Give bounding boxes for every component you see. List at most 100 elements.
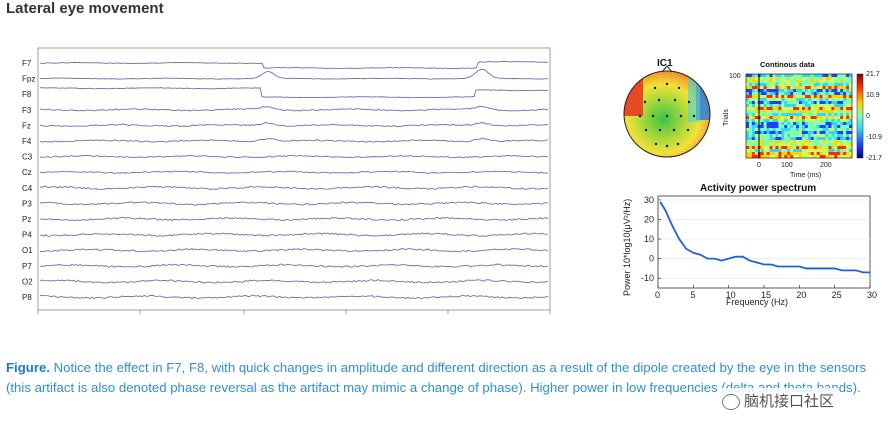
erp-cell [787, 131, 791, 135]
erp-cell [751, 107, 756, 111]
eeg-channel-labels: F7 Fpz F8 F3 Fz F4 C3 Cz C4 P3 Pz P4 O1 P7 O2 P8 [22, 59, 35, 302]
erp-cell [748, 92, 753, 96]
erp-cell [828, 146, 832, 150]
erp-cell [763, 83, 767, 87]
erp-cell [772, 83, 776, 87]
erp-cell [751, 101, 756, 105]
erp-cell [781, 86, 785, 90]
erp-cell [754, 137, 759, 141]
erp-cell [772, 74, 776, 78]
erp-cell [790, 149, 794, 153]
channel-label-fpz: Fpz [22, 75, 35, 84]
erp-cell [846, 155, 850, 159]
erp-cell [751, 98, 756, 102]
erp-cell [831, 80, 835, 84]
erp-cell [801, 101, 806, 105]
erp-cell [781, 113, 785, 117]
topographic-map [623, 66, 711, 158]
erp-cell [813, 104, 817, 108]
erp-cell [748, 119, 753, 123]
trace-c3 [39, 154, 549, 159]
x-tick-label-10: 10 [726, 290, 736, 300]
erp-cell [769, 113, 773, 117]
erp-cell [846, 86, 850, 90]
erp-cell [787, 146, 791, 150]
erp-cell [763, 107, 767, 111]
x-tick-label-5: 5 [690, 290, 695, 300]
erp-cell [790, 92, 794, 96]
erp-cell [796, 119, 800, 123]
erp-cell [775, 155, 779, 159]
channel-label-f7: F7 [22, 59, 32, 68]
erp-cell [760, 152, 764, 156]
erp-cell [772, 80, 776, 84]
wechat-icon [722, 394, 740, 411]
erp-cell [813, 134, 817, 138]
erp-cell [746, 107, 750, 111]
erp-cell [760, 107, 764, 111]
erp-cell [828, 122, 832, 126]
erp-cell [816, 119, 820, 123]
erp-cell [751, 86, 756, 90]
erp-cell [813, 137, 817, 141]
erp-cell [804, 128, 809, 132]
erp-cell [746, 125, 750, 129]
erp-cell [813, 89, 817, 93]
spectrum-line [659, 201, 870, 274]
erp-cell [828, 74, 832, 78]
erp-cell [793, 80, 797, 84]
erp-cell [754, 74, 759, 78]
erp-cell [837, 104, 841, 108]
erp-cell [772, 77, 776, 81]
erp-cell [831, 77, 835, 81]
erp-cell [810, 80, 815, 84]
electrode-dot [687, 100, 691, 104]
erp-cell [831, 146, 835, 150]
erp-cell [837, 80, 841, 84]
erp-cell [763, 104, 767, 108]
erp-cell [813, 155, 817, 159]
erp-cell [746, 98, 750, 102]
erp-cell [790, 152, 794, 156]
erp-cell [843, 92, 847, 96]
erp-cell [837, 149, 841, 153]
erp-cell [810, 77, 815, 81]
erp-cell [846, 140, 850, 144]
erp-cell [748, 149, 753, 153]
trace-p7 [39, 263, 549, 268]
plot-frame [657, 195, 871, 289]
erp-cell [846, 122, 850, 126]
erp-cell [804, 143, 809, 147]
erp-cell [778, 140, 782, 144]
erp-cell [804, 80, 809, 84]
erp-cell [837, 116, 841, 120]
erp-cell [799, 134, 803, 138]
erp-cell [846, 89, 850, 93]
erp-cell [840, 74, 844, 78]
erp-cell [828, 128, 832, 132]
erp-cell [790, 89, 794, 93]
erp-cell [746, 86, 750, 90]
erp-cell [760, 92, 764, 96]
erp-cell [825, 107, 829, 111]
erp-cell [840, 110, 844, 114]
electrode-dot [692, 114, 696, 118]
erp-cell [781, 116, 785, 120]
erp-cell [837, 95, 841, 99]
erp-cell [819, 110, 823, 114]
erp-cell [763, 92, 767, 96]
erp-cell [807, 134, 812, 138]
erp-cell [804, 104, 809, 108]
erp-cell [813, 116, 817, 120]
erp-cell [843, 149, 847, 153]
erp-cell [840, 134, 844, 138]
erp-cell [793, 74, 797, 78]
erp-cell [828, 131, 832, 135]
erp-cell [813, 95, 817, 99]
erp-cell [840, 92, 844, 96]
erp-cell [810, 74, 815, 78]
channel-label-p8: P8 [22, 293, 32, 302]
erp-cell [796, 83, 800, 87]
erp-cell [754, 116, 759, 120]
erp-cell [828, 140, 832, 144]
